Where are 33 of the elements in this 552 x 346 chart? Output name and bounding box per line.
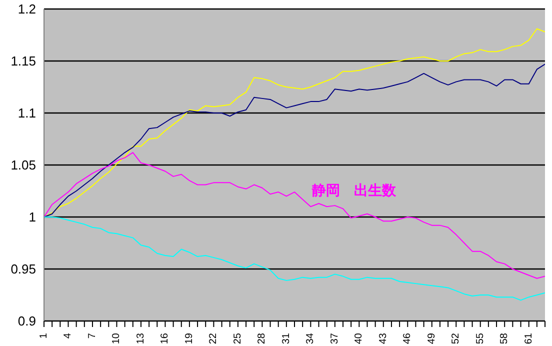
y-tick-label: 0.9 (18, 314, 36, 329)
y-tick-label: 0.95 (10, 262, 36, 277)
x-tick-label: 10 (111, 332, 122, 344)
line-series (44, 28, 545, 218)
x-tick-label: 16 (160, 332, 171, 344)
x-tick-label: 49 (426, 332, 438, 344)
line-series (44, 64, 545, 218)
y-tick-label: 1.15 (10, 54, 36, 69)
series-label: 静岡 出生数 (312, 182, 396, 200)
y-tick-label: 1.2 (18, 2, 36, 17)
x-tick-label: 28 (256, 332, 268, 344)
line-series (44, 216, 545, 301)
line-series (44, 152, 545, 279)
x-tick-label: 34 (305, 332, 316, 344)
x-tick-label: 1 (38, 332, 50, 339)
x-tick-label: 19 (184, 332, 195, 344)
x-tick-label: 4 (62, 332, 74, 339)
x-tick-label: 58 (499, 332, 510, 344)
x-tick-label: 7 (86, 332, 98, 339)
x-tick-label: 55 (474, 332, 486, 344)
x-tick-label: 52 (450, 332, 462, 344)
y-tick-label: 1.05 (10, 158, 36, 173)
x-tick-label: 13 (135, 332, 146, 344)
y-tick-label: 1.1 (18, 106, 36, 121)
x-tick-label: 43 (378, 332, 389, 344)
x-tick-label: 25 (232, 332, 244, 344)
x-tick-label: 40 (354, 332, 365, 344)
x-tick-label: 31 (280, 332, 292, 344)
x-tick-label: 37 (329, 332, 340, 344)
x-tick-label: 61 (523, 332, 534, 344)
x-tick-label: 22 (208, 332, 220, 344)
x-tick-label: 46 (402, 332, 414, 344)
y-tick-label: 1 (28, 210, 36, 225)
